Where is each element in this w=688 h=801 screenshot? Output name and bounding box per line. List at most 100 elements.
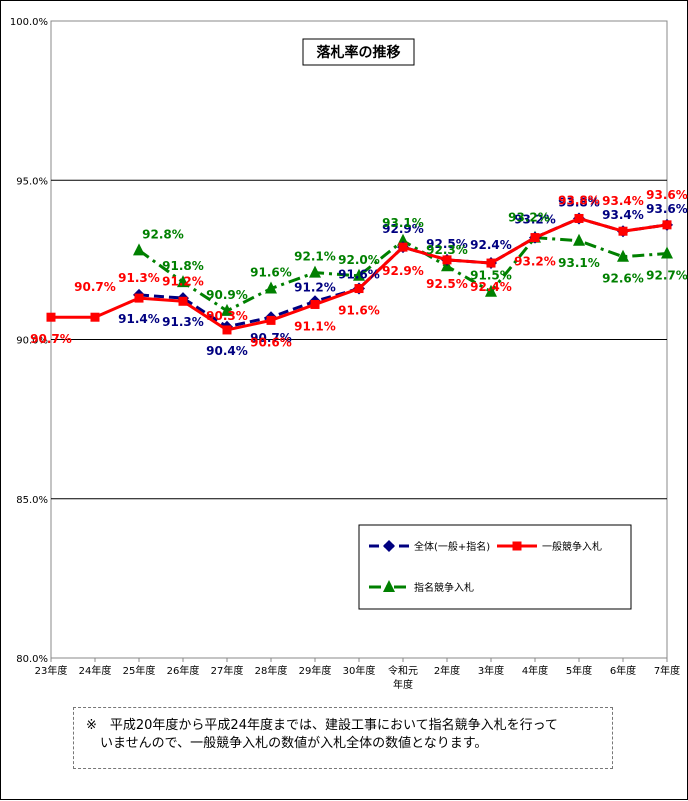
data-label: 93.6% bbox=[646, 188, 688, 202]
series-3-point bbox=[353, 268, 365, 281]
data-label: 92.4% bbox=[470, 280, 512, 294]
data-label: 90.7% bbox=[74, 280, 116, 294]
data-label: 92.5% bbox=[426, 237, 468, 251]
x-tick-label: 24年度 bbox=[79, 664, 112, 677]
y-tick-label: 95.0% bbox=[16, 176, 48, 187]
data-label: 93.8% bbox=[558, 193, 600, 207]
data-label: 93.2% bbox=[514, 255, 556, 269]
series-2-point bbox=[222, 325, 232, 335]
legend-label-1: 全体(一般+指名) bbox=[414, 540, 490, 553]
series-2-point bbox=[530, 233, 540, 243]
series-2-point bbox=[574, 213, 584, 223]
series-2-point bbox=[442, 255, 452, 265]
series-2-point bbox=[310, 299, 320, 309]
series-2-point bbox=[178, 296, 188, 306]
series-2-point bbox=[46, 312, 56, 322]
x-tick-label: 令和元 bbox=[388, 664, 418, 677]
y-tick-label: 80.0% bbox=[16, 654, 48, 665]
series-3-point bbox=[617, 249, 629, 262]
data-label: 91.1% bbox=[294, 319, 336, 333]
x-tick-label: 29年度 bbox=[299, 664, 332, 677]
x-tick-label: 3年度 bbox=[478, 664, 504, 677]
data-label: 92.5% bbox=[426, 277, 468, 291]
data-label: 93.2% bbox=[514, 213, 556, 227]
x-tick-label: 5年度 bbox=[566, 664, 592, 677]
x-tick-label: 2年度 bbox=[434, 664, 460, 677]
data-label: 93.4% bbox=[602, 208, 644, 222]
series-2-point bbox=[266, 315, 276, 325]
data-label: 92.4% bbox=[470, 238, 512, 252]
chart-title: 落札率の推移 bbox=[317, 44, 401, 61]
x-tick-label: 4年度 bbox=[522, 664, 548, 677]
data-label: 90.6% bbox=[250, 335, 292, 349]
data-label: 91.6% bbox=[338, 268, 380, 282]
series-3-point bbox=[573, 233, 585, 246]
data-label: 92.8% bbox=[142, 227, 184, 241]
legend-label-3: 指名競争入札 bbox=[414, 581, 474, 594]
legend-marker-1 bbox=[383, 540, 395, 552]
series-3-point bbox=[221, 303, 233, 316]
legend-label-2: 一般競争入札 bbox=[542, 540, 602, 553]
data-label: 91.4% bbox=[118, 312, 160, 326]
y-tick-label: 100.0% bbox=[10, 17, 48, 28]
data-label: 92.3% bbox=[426, 243, 468, 257]
data-label: 90.3% bbox=[206, 309, 248, 323]
series-3-point bbox=[177, 275, 189, 288]
x-tick-label: 7年度 bbox=[654, 664, 680, 677]
data-label: 90.7% bbox=[250, 331, 292, 345]
data-label: 91.5% bbox=[470, 269, 512, 283]
y-tick-label: 90.0% bbox=[16, 336, 48, 347]
y-tick-label: 85.0% bbox=[16, 495, 48, 506]
series-3-point bbox=[309, 265, 321, 278]
series-3-point bbox=[265, 281, 277, 294]
data-label: 93.2% bbox=[508, 211, 550, 225]
series-2-point bbox=[354, 284, 364, 294]
x-tick-label: 30年度 bbox=[343, 664, 376, 677]
legend-box bbox=[358, 524, 632, 610]
data-label: 92.1% bbox=[294, 250, 336, 264]
series-2-point bbox=[398, 242, 408, 252]
footnote-line-1: ※ 平成20年度から平成24年度までは、建設工事において指名競争入札を行って bbox=[86, 718, 558, 733]
series-2-point bbox=[486, 258, 496, 268]
data-label: 93.1% bbox=[558, 256, 600, 270]
data-label: 92.9% bbox=[382, 264, 424, 278]
data-label: 92.6% bbox=[602, 272, 644, 286]
series-2-point bbox=[90, 312, 100, 322]
series-2-point bbox=[662, 220, 672, 230]
x-tick-label: 23年度 bbox=[35, 664, 68, 677]
x-tick-label: 25年度 bbox=[123, 664, 156, 677]
legend-marker-3 bbox=[383, 580, 395, 592]
footnote-line-2: いませんので、一般競争入札の数値が入札全体の数値となります。 bbox=[100, 736, 488, 751]
data-label: 91.6% bbox=[338, 304, 380, 318]
data-label: 91.3% bbox=[162, 315, 204, 329]
data-label: 90.7% bbox=[30, 332, 72, 346]
x-tick-label-sub: 年度 bbox=[393, 678, 413, 691]
data-label: 91.6% bbox=[250, 266, 292, 280]
data-label: 93.4% bbox=[602, 194, 644, 208]
series-3-point bbox=[133, 243, 145, 256]
series-3-point bbox=[661, 246, 673, 259]
chart-title-box bbox=[302, 38, 415, 66]
legend-marker-2 bbox=[512, 541, 522, 551]
data-label: 91.2% bbox=[294, 280, 336, 294]
footnote-box: ※ 平成20年度から平成24年度までは、建設工事において指名競争入札を行って い… bbox=[73, 707, 613, 769]
data-label: 93.6% bbox=[646, 202, 688, 216]
x-tick-label: 6年度 bbox=[610, 664, 636, 677]
data-label: 90.4% bbox=[206, 344, 248, 358]
data-label: 92.0% bbox=[338, 253, 380, 267]
data-label: 93.8% bbox=[558, 195, 600, 209]
data-label: 91.2% bbox=[162, 274, 204, 288]
series-2-point bbox=[618, 226, 628, 236]
data-label: 93.1% bbox=[382, 216, 424, 230]
data-label: 92.7% bbox=[646, 269, 688, 283]
data-label: 90.9% bbox=[206, 288, 248, 302]
data-label: 91.3% bbox=[118, 271, 160, 285]
data-label: 91.8% bbox=[162, 259, 204, 273]
series-2-point bbox=[134, 293, 144, 303]
x-tick-label: 27年度 bbox=[211, 664, 244, 677]
series-3-point bbox=[485, 284, 497, 297]
x-tick-label: 26年度 bbox=[167, 664, 200, 677]
data-label: 92.9% bbox=[382, 222, 424, 236]
